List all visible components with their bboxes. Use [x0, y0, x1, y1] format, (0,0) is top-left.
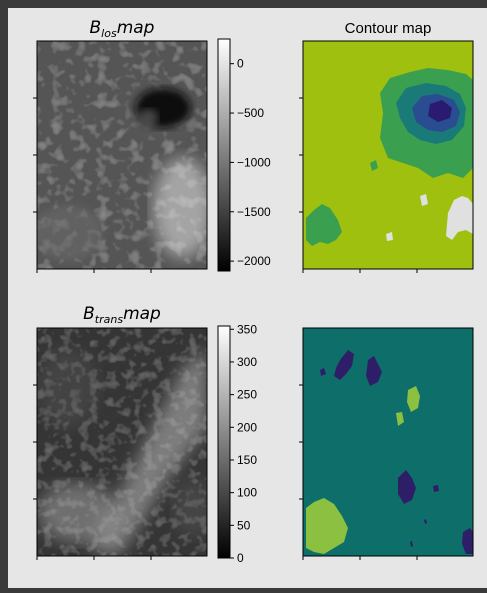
btrans-colorbar-ticks: 350 300 250 200 150 100 50 0: [230, 322, 257, 565]
btrans-image: [37, 328, 207, 556]
btrans-colorbar-tick-label: 300: [237, 355, 257, 369]
btrans-colorbar: [217, 325, 231, 559]
btrans-panel: Btransmap 350 300 250 200 150 100 50 0: [33, 304, 257, 565]
contour-bottom-dark-2: [398, 470, 416, 504]
contour-level-4: [428, 100, 452, 122]
btrans-colorbar-tick-label: 150: [237, 453, 257, 467]
blos-ticks: [33, 97, 152, 273]
btrans-colorbar-tick-label: 350: [237, 322, 257, 336]
contour-bottom-dark-1: [334, 350, 354, 380]
btrans-colorbar-tick-label: 0: [237, 551, 244, 565]
blos-colorbar-tick-label: −1000: [237, 155, 271, 169]
btrans-title: Btransmap: [83, 304, 161, 326]
btrans-colorbar-tick-label: 100: [237, 486, 257, 500]
blos-colorbar-ticks: 0 −500 −1000 −1500 −2000: [230, 57, 271, 268]
contour-bottom-light-1: [407, 386, 420, 412]
btrans-colorbar-tick-label: 200: [237, 420, 257, 434]
blos-colorbar-tick-label: −1500: [237, 205, 271, 219]
blos-image: [37, 41, 207, 269]
contour-lower-left-patch: [306, 204, 342, 246]
blos-colorbar-tick-label: −500: [237, 106, 264, 120]
figure-svg: Blosmap 0 −500 −1000 −1500 −2000 Contour map: [33, 18, 474, 565]
btrans-colorbar-tick-label: 50: [237, 518, 251, 532]
contour-white-patch: [446, 196, 473, 240]
blos-colorbar-tick-label: −2000: [237, 254, 271, 268]
contour-bottom-light-2: [306, 498, 348, 554]
contour-panel-top: Contour map: [299, 20, 474, 273]
blos-title: Blosmap: [90, 18, 155, 40]
blos-panel: Blosmap 0 −500 −1000 −1500 −2000: [33, 18, 271, 273]
figure-canvas: Blosmap 0 −500 −1000 −1500 −2000 Contour map: [8, 8, 487, 588]
blos-colorbar: [217, 38, 231, 272]
contour-title: Contour map: [345, 20, 432, 37]
blos-colorbar-tick-label: 0: [237, 57, 244, 71]
btrans-colorbar-tick-label: 250: [237, 388, 257, 402]
contour-panel-bottom: [299, 327, 474, 560]
